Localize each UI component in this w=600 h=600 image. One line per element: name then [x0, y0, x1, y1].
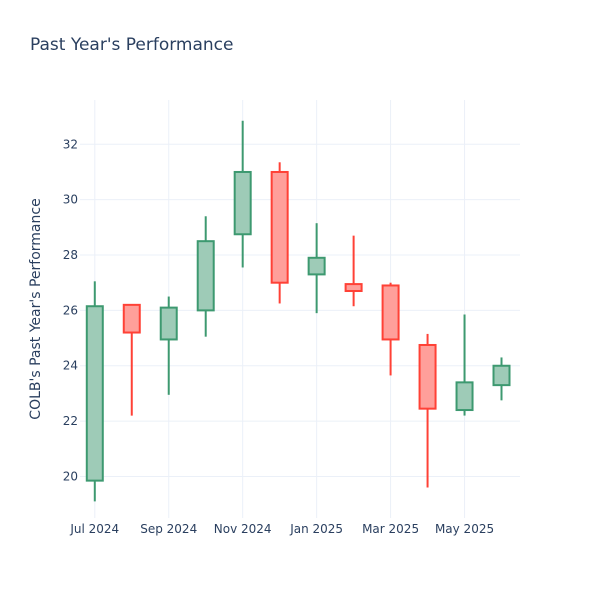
- y-tick-label: 32: [63, 137, 78, 151]
- x-tick-label: Jul 2024: [69, 522, 119, 536]
- x-tick-label: Mar 2025: [362, 522, 419, 536]
- candle-increasing: [492, 357, 511, 401]
- candle-body: [492, 364, 511, 387]
- candle-decreasing: [122, 303, 141, 416]
- candle-body: [270, 170, 289, 284]
- x-tick-label: May 2025: [435, 522, 494, 536]
- chart-title: Past Year's Performance: [30, 35, 234, 55]
- candle-body: [418, 343, 437, 410]
- y-tick-label: 20: [63, 469, 78, 483]
- candle-increasing: [233, 120, 252, 268]
- candle-body: [455, 381, 474, 412]
- candle-body: [85, 305, 104, 482]
- candle-body: [196, 240, 215, 312]
- candle-increasing: [455, 314, 474, 416]
- y-tick-label: 30: [63, 193, 78, 207]
- candle-decreasing: [381, 282, 400, 376]
- candle-increasing: [85, 281, 104, 502]
- y-axis-ticks: 20 22 24 26 28 30 32: [63, 137, 78, 483]
- gridlines: [80, 100, 520, 518]
- candle-decreasing: [418, 333, 437, 488]
- candle-decreasing: [270, 162, 289, 304]
- y-tick-label: 26: [63, 303, 78, 317]
- y-tick-label: 24: [63, 359, 78, 373]
- y-tick-label: 22: [63, 414, 78, 428]
- candle-body: [381, 284, 400, 341]
- candle-increasing: [307, 223, 326, 314]
- candle-body: [307, 256, 326, 276]
- candle-body: [233, 170, 252, 236]
- candles: [85, 120, 511, 502]
- y-tick-label: 28: [63, 248, 78, 262]
- x-tick-label: Jan 2025: [289, 522, 343, 536]
- y-axis-title: COLB's Past Year's Performance: [28, 198, 44, 419]
- candle-body: [122, 303, 141, 334]
- x-tick-label: Sep 2024: [140, 522, 197, 536]
- candle-increasing: [196, 216, 215, 337]
- candle-increasing: [159, 296, 178, 395]
- x-tick-label: Nov 2024: [214, 522, 272, 536]
- x-axis-ticks: Jul 2024 Sep 2024 Nov 2024 Jan 2025 Mar 2025…: [69, 522, 494, 536]
- candle-body: [344, 283, 363, 293]
- candle-body: [159, 306, 178, 341]
- candle-decreasing: [344, 235, 363, 307]
